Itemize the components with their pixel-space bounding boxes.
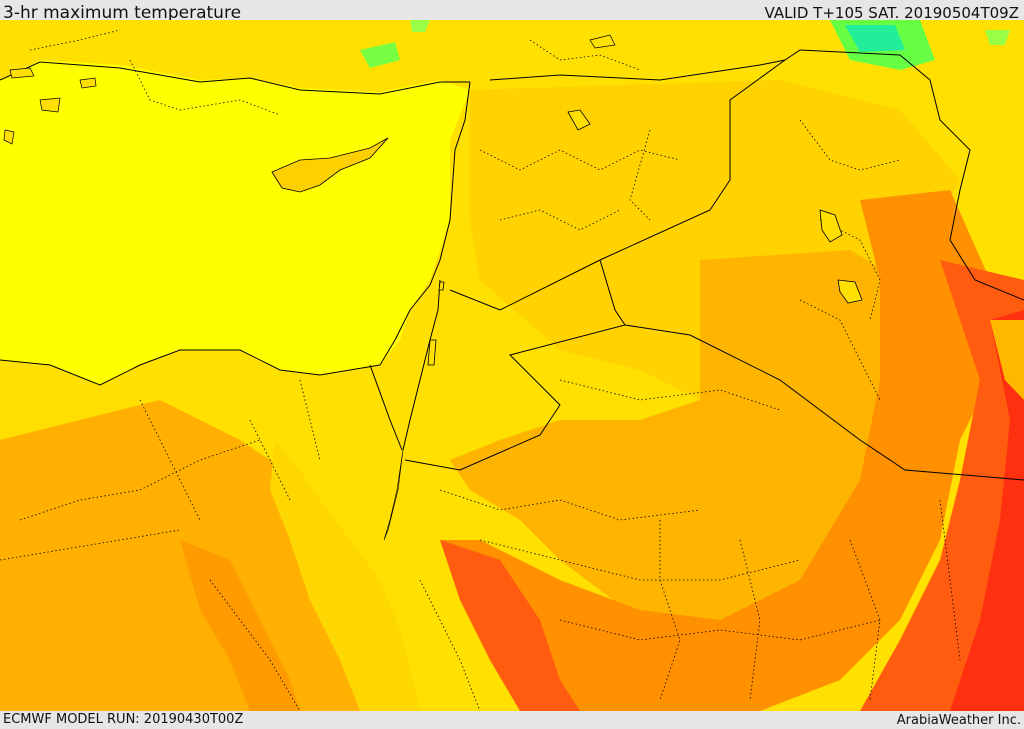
lake-1: [819, 209, 843, 243]
coastline-egypt: [0, 349, 381, 386]
border-jordan-saudi: [404, 259, 626, 471]
patch-teal-1: [845, 25, 905, 52]
border-israel-jordan: [402, 279, 441, 451]
galilee: [438, 281, 445, 291]
border-turkey-syria: [489, 49, 931, 81]
country-borders: [0, 49, 1024, 481]
band-orange: [450, 250, 930, 660]
gulf-of-aqaba: [383, 449, 404, 541]
band-dark-orange: [440, 190, 1000, 711]
valid-time: VALID T+105 SAT. 20190504T09Z: [764, 4, 1019, 22]
aegean-islands: [3, 34, 616, 145]
map-canvas: [0, 20, 1024, 711]
lake-2: [837, 279, 863, 304]
dead-sea: [427, 339, 437, 366]
map-title: 3-hr maximum temperature: [3, 3, 242, 23]
red-sea: [270, 440, 420, 711]
patch-green-4: [410, 20, 430, 32]
temperature-bands: [0, 20, 1024, 711]
band-dark-west: [180, 540, 300, 711]
model-run: ECMWF MODEL RUN: 20190430T00Z: [3, 712, 244, 727]
coastline-levant: [379, 81, 471, 366]
lake-3: [567, 109, 591, 131]
border-iraq-saudi: [624, 324, 1024, 481]
map-footer: ECMWF MODEL RUN: 20190430T00Z ArabiaWeat…: [0, 711, 1024, 729]
mediterranean-sea: [0, 60, 470, 385]
credit-text: ArabiaWeather Inc.: [896, 713, 1021, 728]
border-egypt-israel: [369, 364, 403, 451]
map-header: 3-hr maximum temperature VALID T+105 SAT…: [0, 0, 1024, 23]
band-gold: [470, 80, 960, 400]
patch-green-3: [985, 30, 1010, 45]
coastline-north: [0, 61, 470, 95]
temperature-map[interactable]: [0, 20, 1024, 711]
border-syria-iraq: [449, 59, 786, 311]
band-red: [950, 310, 1024, 711]
border-iran-iraq: [929, 79, 1024, 301]
province-borders: [0, 29, 961, 711]
cyprus-island: [271, 137, 389, 193]
patch-green-2: [360, 42, 400, 68]
lakes: [427, 109, 863, 366]
persian-gulf: [990, 320, 1024, 400]
